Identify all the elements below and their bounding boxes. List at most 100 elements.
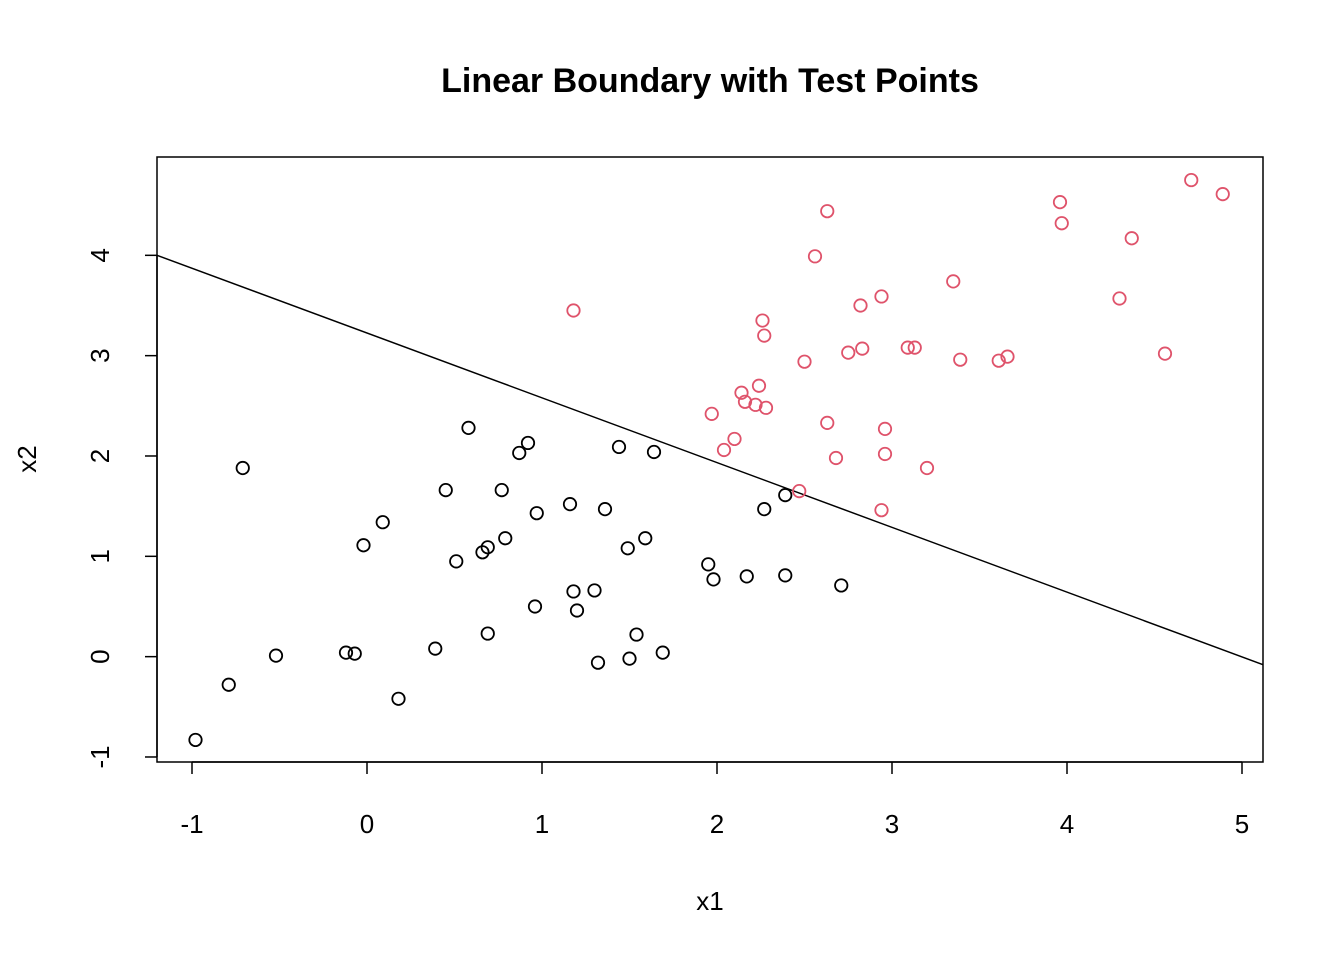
- data-point: [428, 641, 443, 656]
- data-point: [946, 274, 961, 289]
- data-point: [727, 431, 742, 447]
- data-point: [991, 353, 1006, 368]
- data-point: [498, 531, 513, 546]
- y-tick-label: 1: [85, 549, 115, 563]
- data-point: [620, 541, 635, 556]
- data-point: [569, 603, 585, 618]
- data-point: [638, 531, 653, 546]
- data-point: [853, 298, 868, 313]
- data-point: [562, 497, 578, 512]
- y-axis: -1 0 1 2 3 4: [85, 248, 158, 769]
- data-point: [590, 655, 606, 670]
- data-point: [748, 397, 763, 412]
- data-point: [356, 538, 371, 553]
- data-point: [347, 646, 362, 661]
- data-point: [527, 599, 543, 614]
- data-point: [900, 340, 915, 355]
- data-point: [629, 627, 644, 642]
- data-point: [877, 446, 893, 462]
- data-point: [807, 249, 823, 264]
- data-point: [494, 482, 509, 498]
- data-point: [953, 352, 968, 367]
- data-point: [597, 502, 613, 517]
- data-point: [820, 415, 835, 430]
- data-point: [338, 645, 354, 660]
- data-point: [438, 482, 453, 498]
- data-point: [655, 645, 670, 660]
- data-point: [1215, 187, 1230, 202]
- data-point: [701, 557, 716, 572]
- data-point: [855, 341, 870, 356]
- data-point: [221, 677, 236, 692]
- data-point: [529, 506, 544, 521]
- data-point: [797, 354, 812, 369]
- data-point: [475, 545, 490, 560]
- x-tick-label: 0: [360, 809, 374, 839]
- y-tick-label: 0: [85, 649, 115, 663]
- data-point: [874, 289, 889, 304]
- data-point: [391, 691, 406, 706]
- data-point: [480, 540, 495, 555]
- data-point: [646, 444, 662, 460]
- data-point: [828, 450, 844, 466]
- data-point: [235, 460, 250, 476]
- data-point: [751, 378, 767, 393]
- data-point: [1000, 349, 1015, 364]
- data-point: [704, 406, 719, 421]
- y-tick-label: -1: [85, 745, 115, 768]
- data-point: [758, 400, 774, 415]
- y-tick-label: 3: [85, 348, 115, 362]
- data-point: [1124, 231, 1139, 246]
- boundary-line: [156, 254, 1264, 666]
- data-point: [268, 648, 284, 663]
- data-point: [1112, 291, 1127, 306]
- x-axis-label: x1: [696, 886, 723, 916]
- data-point: [716, 442, 732, 458]
- y-axis-label: x2: [12, 445, 42, 472]
- data-point: [375, 515, 390, 530]
- data-point: [757, 502, 772, 517]
- data-point: [188, 732, 203, 748]
- decision-boundary-layer: [156, 254, 1264, 666]
- y-tick-label: 2: [85, 449, 115, 463]
- data-point: [1184, 172, 1199, 188]
- x-tick-label: 5: [1235, 809, 1249, 839]
- data-point: [834, 578, 849, 593]
- data-point: [461, 420, 476, 435]
- x-tick-label: 1: [535, 809, 549, 839]
- data-point: [1157, 346, 1173, 361]
- data-point: [611, 439, 627, 455]
- data-point: [449, 554, 464, 569]
- data-point: [739, 569, 754, 584]
- data-point: [1054, 216, 1069, 231]
- data-point: [587, 583, 602, 598]
- data-point: [706, 572, 721, 587]
- data-point: [877, 421, 893, 436]
- x-tick-label: 4: [1060, 809, 1074, 839]
- data-point: [480, 626, 495, 641]
- x-tick-label: 3: [885, 809, 899, 839]
- data-point: [778, 568, 793, 583]
- data-point: [919, 460, 935, 476]
- x-tick-label: -1: [180, 809, 203, 839]
- data-point: [792, 483, 807, 499]
- points-layer: [188, 172, 1230, 748]
- data-point: [1052, 195, 1068, 210]
- data-point: [755, 313, 770, 328]
- data-point: [841, 345, 856, 360]
- data-point: [907, 340, 922, 355]
- data-point: [757, 328, 772, 343]
- data-point: [737, 394, 753, 409]
- data-point: [622, 651, 637, 666]
- chart-title: Linear Boundary with Test Points: [441, 62, 979, 100]
- x-tick-label: 2: [710, 809, 724, 839]
- data-point: [566, 584, 581, 599]
- x-axis: -1 0 1 2 3 4 5: [180, 761, 1249, 839]
- data-point: [778, 488, 793, 503]
- data-point: [520, 435, 536, 451]
- data-point: [734, 385, 749, 400]
- data-point: [874, 503, 889, 518]
- y-tick-label: 4: [85, 248, 115, 262]
- data-point: [566, 303, 581, 318]
